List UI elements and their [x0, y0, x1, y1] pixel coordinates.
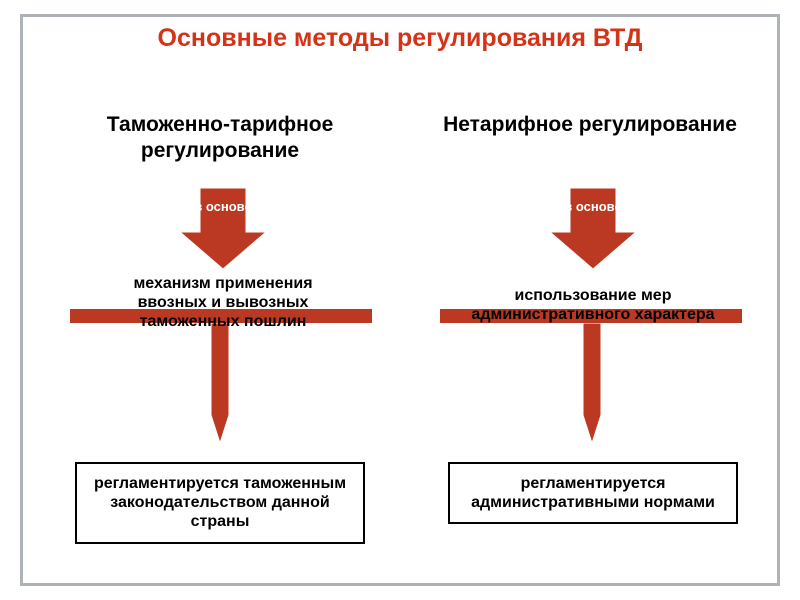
left-middle-text: механизм применения ввозных и вывозных т… [98, 274, 348, 332]
right-arrow-label: в основе [548, 200, 638, 214]
left-spike [205, 323, 235, 445]
left-arrow: в основе [178, 186, 268, 271]
left-bottom-box: регламентируется таможенным законодатель… [75, 462, 365, 544]
right-arrow: в основе [548, 186, 638, 271]
right-spike [577, 323, 607, 445]
left-arrow-label: в основе [178, 200, 268, 214]
right-heading: Нетарифное регулирование [440, 112, 740, 138]
right-bottom-box: регламентируется административными норма… [448, 462, 738, 524]
main-title: Основные методы регулирования ВТД [0, 24, 800, 53]
left-heading: Таможенно-тарифное регулирование [70, 112, 370, 165]
right-middle-text: использование мер административного хара… [468, 286, 718, 324]
